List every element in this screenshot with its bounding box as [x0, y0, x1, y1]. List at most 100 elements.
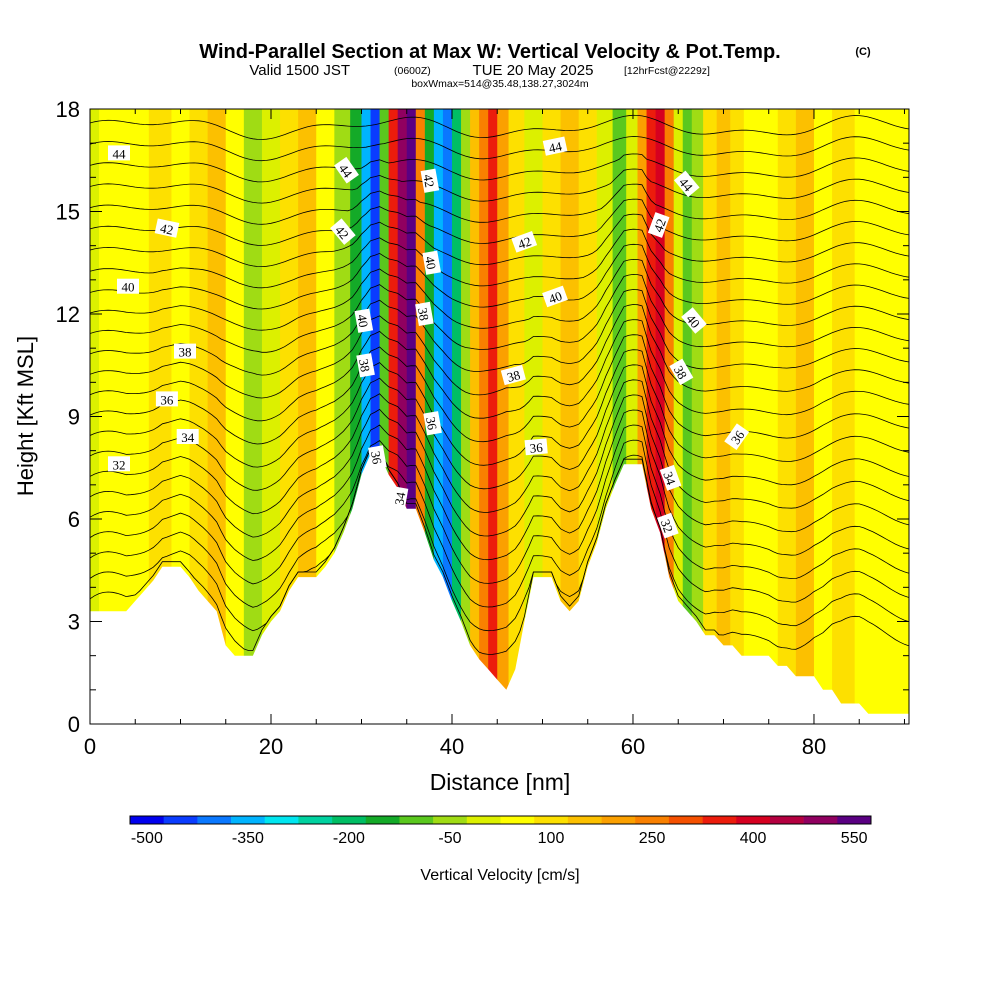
- x-axis-label: Distance [nm]: [430, 769, 571, 795]
- isentrope-label: 42: [647, 212, 670, 238]
- isentrope-label: 44: [334, 156, 359, 184]
- isentrope-label-bg: [542, 136, 568, 156]
- isentrope-line: [90, 439, 909, 608]
- colorbar: -500 -350 -200 -50 100 250 400 550: [129, 815, 872, 847]
- isentrope-label-bg: [415, 301, 434, 327]
- colorbar-swatch: [803, 816, 838, 824]
- isentrope-label-text: 36: [423, 416, 440, 432]
- isentrope-label-bg: [423, 411, 442, 436]
- isentrope-label-bg: [334, 156, 359, 184]
- isentrope-line: [90, 334, 909, 445]
- isentrope-label-text: 34: [391, 490, 408, 506]
- isentrope-label-bg: [511, 231, 538, 253]
- isentrope-label-text: 42: [159, 220, 175, 237]
- colorbar-swatch: [130, 816, 164, 824]
- velocity-band: [207, 109, 227, 724]
- colorbar-swatch: [264, 816, 299, 824]
- isentrope-label: 44: [108, 145, 130, 161]
- isentrope-label: 32: [108, 456, 130, 472]
- velocity-band: [655, 109, 666, 724]
- isentrope-label-text: 42: [650, 217, 669, 234]
- isentrope-line: [90, 153, 909, 183]
- colorbar-title: Vertical Velocity [cm/s]: [420, 867, 579, 884]
- isentrope-label-text: 34: [660, 469, 679, 487]
- isentrope-line: [90, 424, 909, 585]
- colorbar-tick-label: -200: [333, 830, 365, 847]
- isentrope-label-text: 40: [354, 313, 371, 328]
- velocity-band: [361, 109, 372, 724]
- velocity-band: [832, 109, 856, 724]
- colorbar-swatch: [332, 816, 367, 824]
- colorbar-swatch: [534, 816, 569, 824]
- isentrope-line: [90, 136, 909, 162]
- y-tick-label: 12: [56, 302, 80, 327]
- y-tick-label: 18: [56, 97, 80, 122]
- isentrope-label-bg: [681, 307, 707, 334]
- velocity-band: [626, 109, 639, 724]
- colorbar-swatch: [736, 816, 771, 824]
- x-tick-label: 60: [621, 734, 645, 759]
- velocity-band: [730, 109, 745, 724]
- isentrope-label-text: 36: [368, 450, 385, 466]
- isentrope-label: 42: [154, 218, 180, 238]
- isentrope-label-text: 38: [505, 367, 521, 385]
- y-tick-label: 15: [56, 200, 80, 225]
- velocity-band: [470, 109, 480, 724]
- chart-title: Wind-Parallel Section at Max W: Vertical…: [199, 41, 780, 63]
- colorbar-tick-label: 100: [538, 830, 565, 847]
- isentrope-label: 36: [368, 445, 387, 470]
- isentrope-label: 32: [657, 512, 679, 539]
- velocity-band: [99, 109, 123, 724]
- valid-date-label: TUE 20 May 2025: [473, 62, 594, 79]
- isentrope-label-text: 32: [658, 517, 677, 534]
- colorbar-frame: [129, 815, 872, 825]
- isentrope-line: [90, 304, 909, 399]
- isentrope-label: 34: [389, 486, 409, 511]
- colorbar-tick-label: 400: [740, 830, 767, 847]
- isentrope-label: 38: [415, 301, 434, 327]
- isentrope-label-bg: [669, 358, 694, 386]
- x-tick-label: 20: [259, 734, 283, 759]
- isentrope-label-bg: [659, 464, 682, 491]
- isentrope-label: 36: [724, 423, 750, 451]
- colorbar-tick-label: -500: [131, 830, 163, 847]
- isentrope-label: 40: [542, 285, 568, 308]
- isentrope-label-bg: [356, 353, 375, 378]
- colorbar-swatch: [433, 816, 468, 824]
- isentrope-line: [90, 273, 909, 353]
- isentrope-label-text: 38: [179, 345, 192, 360]
- y-tick-label: 0: [68, 712, 80, 737]
- colorbar-swatch: [163, 816, 198, 824]
- velocity-band: [795, 109, 815, 724]
- copyright-mark: (C): [855, 46, 871, 58]
- colorbar-swatch: [298, 816, 333, 824]
- y-tick-label: 3: [68, 610, 80, 635]
- isentrope-label-text: 42: [516, 233, 533, 252]
- isentrope-label: 40: [117, 278, 139, 295]
- colorbar-swatch: [635, 816, 670, 824]
- colorbar-swatch: [399, 816, 434, 824]
- isentrope-label-text: 32: [113, 457, 126, 472]
- velocity-band: [691, 109, 704, 724]
- velocity-band: [280, 109, 299, 724]
- colorbar-swatch: [601, 816, 636, 824]
- y-tick-label: 9: [68, 405, 80, 430]
- isentrope-label: 38: [174, 343, 196, 360]
- terrain-shape: [90, 454, 909, 724]
- velocity-band: [243, 109, 263, 724]
- isentrope-label: 36: [423, 411, 442, 436]
- colorbar-tick-label: 550: [841, 830, 868, 847]
- velocity-band: [777, 109, 797, 724]
- isentrope-label-bg: [154, 218, 180, 238]
- isentrope-line: [90, 183, 909, 225]
- isentrope-label-bg: [524, 438, 548, 456]
- velocity-band: [673, 109, 684, 724]
- valid-time-label: Valid 1500 JST: [249, 62, 350, 79]
- isentrope-label-text: 44: [547, 138, 563, 155]
- velocity-band: [406, 109, 417, 724]
- isentrope-label-text: 36: [160, 392, 174, 407]
- isentrope-label: 40: [422, 250, 441, 275]
